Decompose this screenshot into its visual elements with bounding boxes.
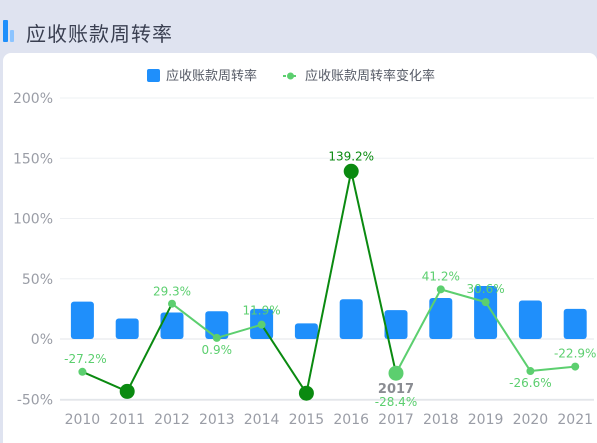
x-tick-label: 2010	[65, 412, 101, 428]
line-segment	[395, 288, 442, 374]
line-point-emphasis	[119, 383, 135, 399]
y-tick-label: 50%	[22, 272, 53, 288]
y-axis: 200% 150% 100% 50% 0% -50%	[13, 91, 594, 408]
line-segment	[216, 323, 262, 339]
x-tick-label: 2012	[154, 412, 190, 428]
line-segment	[126, 303, 173, 392]
bar-series	[70, 285, 587, 339]
x-tick-label: 2019	[468, 412, 504, 428]
line-point	[212, 333, 221, 342]
hover-point	[388, 365, 404, 381]
line-series	[78, 163, 580, 401]
bar	[115, 318, 139, 339]
hover-category-label: 2017	[378, 382, 414, 397]
legend-bar-swatch	[147, 69, 160, 82]
x-tick-label: 2013	[199, 412, 235, 428]
panel-title: 应收账款周转率	[26, 22, 173, 46]
line-point	[571, 362, 580, 371]
data-label: 139.2%	[328, 149, 374, 163]
line-point	[257, 320, 266, 329]
data-label: 11.9%	[243, 304, 281, 318]
bar	[160, 312, 184, 339]
data-label: 30.6%	[467, 282, 505, 296]
chart-card	[3, 53, 597, 443]
data-labels: -27.2% 29.3% 0.9% 11.9% 139.2% -28.4% 41.2% 30.…	[64, 149, 596, 409]
bar	[384, 310, 408, 339]
x-axis: 2010 2011 2012 2013 2014 2015 2016 2017 2018 2019…	[60, 399, 594, 428]
title-accent-bar	[3, 20, 8, 42]
x-tick-label: 2021	[557, 412, 593, 428]
title-accent-bar-secondary	[10, 30, 14, 42]
bar	[563, 308, 587, 339]
y-tick-label: 100%	[13, 212, 53, 228]
y-tick-label: -50%	[17, 392, 53, 408]
y-tick-label: 150%	[13, 151, 53, 167]
data-label: -27.2%	[64, 352, 106, 366]
tooltip-marker: 2017	[376, 365, 416, 399]
data-label: -22.9%	[554, 347, 596, 361]
y-tick-label: 200%	[13, 91, 53, 107]
data-label: 41.2%	[422, 269, 460, 283]
line-segment	[171, 302, 218, 339]
line-segment	[305, 171, 353, 394]
bar	[429, 298, 453, 339]
line-point	[78, 367, 87, 376]
line-point	[526, 367, 535, 376]
legend-line-dot	[287, 72, 294, 80]
line-point	[436, 285, 445, 294]
line-point-emphasis	[298, 385, 314, 401]
legend-line-label: 应收账款周转率变化率	[305, 68, 435, 84]
bar	[474, 285, 498, 339]
line-segment	[81, 370, 128, 393]
y-tick-label: 0%	[31, 332, 53, 348]
bar	[518, 300, 542, 339]
x-tick-label: 2018	[423, 412, 459, 428]
line-segment	[260, 324, 308, 394]
data-label: -26.6%	[509, 376, 551, 390]
panel-header: 应收账款周转率	[0, 0, 597, 52]
x-tick-label: 2017	[378, 412, 414, 428]
line-segment	[350, 171, 397, 374]
line-segment	[484, 301, 532, 372]
bar	[205, 311, 229, 339]
bar	[70, 301, 94, 339]
line-segment	[530, 365, 576, 373]
data-label: 29.3%	[153, 285, 191, 299]
bar	[339, 299, 363, 339]
chart-legend: 应收账款周转率 应收账款周转率变化率	[147, 68, 435, 84]
x-tick-label: 2014	[244, 412, 280, 428]
x-tick-label: 2015	[289, 412, 325, 428]
x-tick-label: 2011	[109, 412, 145, 428]
x-tick-label: 2020	[513, 412, 549, 428]
data-label: 0.9%	[202, 343, 233, 357]
legend-bar-label: 应收账款周转率	[166, 68, 257, 84]
line-point	[481, 298, 490, 307]
bar	[294, 323, 318, 339]
x-tick-label: 2016	[333, 412, 369, 428]
line-segment	[440, 288, 486, 304]
data-label: -28.4%	[375, 395, 417, 409]
line-point-emphasis	[343, 163, 359, 179]
line-point	[168, 299, 176, 308]
